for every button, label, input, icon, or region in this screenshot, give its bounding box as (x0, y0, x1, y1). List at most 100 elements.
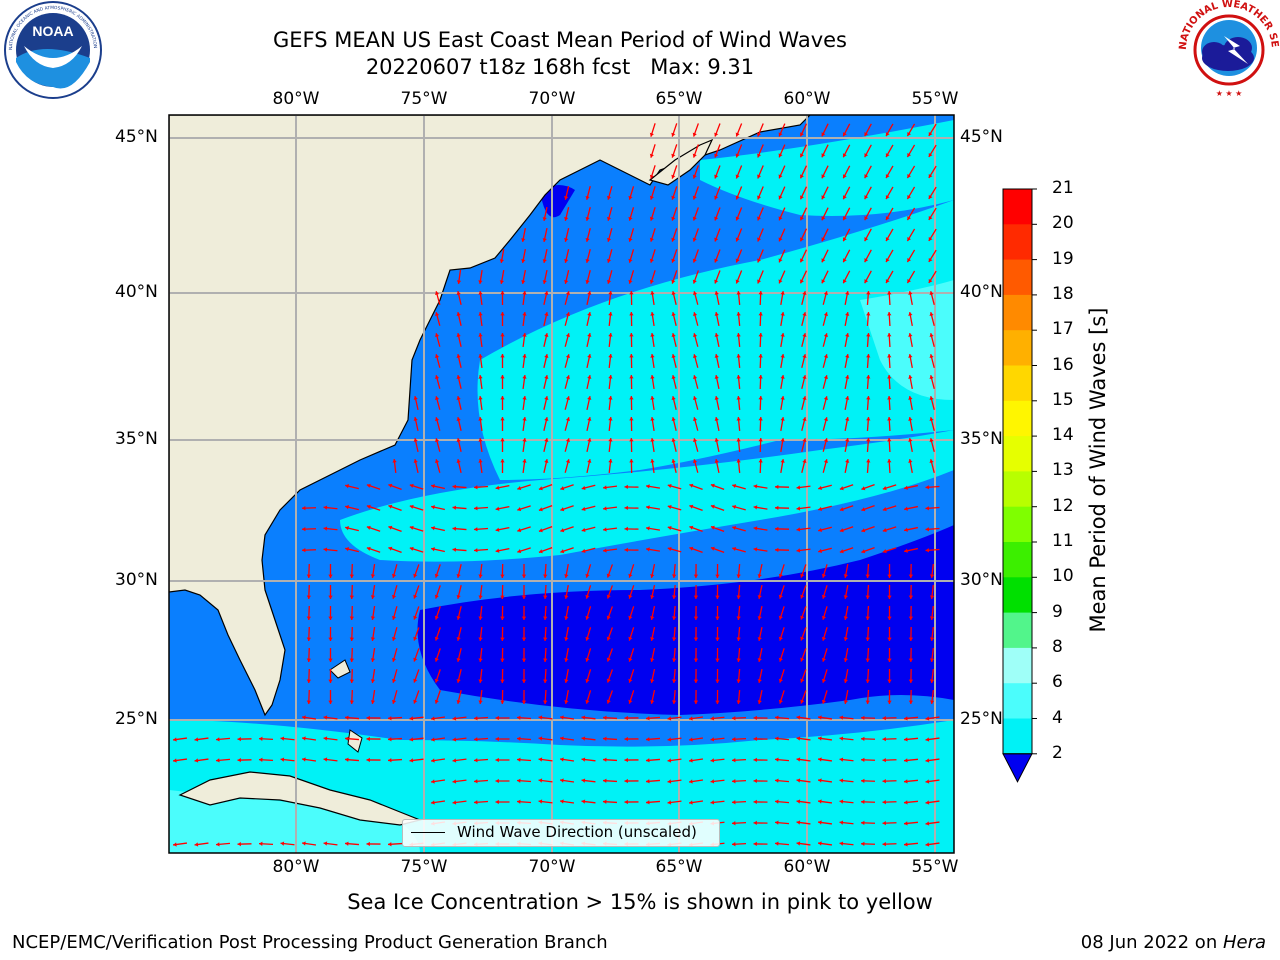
wave-arrow-head (564, 637, 569, 641)
wave-arrow-head (775, 484, 779, 490)
wave-arrow-head (624, 547, 628, 553)
wave-arrow-head (650, 700, 655, 704)
wave-arrow-head (328, 574, 333, 578)
wave-arrow-head (543, 700, 548, 704)
lat-tick-right-45: 45°N (960, 127, 1003, 147)
wave-arrow-head (714, 216, 719, 221)
wave-arrow-head (757, 700, 762, 704)
wave-arrow-head (735, 132, 740, 137)
wave-arrow-head (693, 595, 699, 599)
wave-arrow-head (861, 549, 866, 554)
wave-arrow-head (864, 258, 869, 263)
colorbar-tick-label: 4 (1052, 707, 1063, 728)
wave-arrow-head (650, 658, 655, 662)
wave-arrow-head (732, 800, 736, 805)
wave-arrow-head (710, 800, 715, 805)
wave-arrow-head (650, 291, 655, 295)
chart-subtitle-run: 20220607 t18z 168h fcst Max: 9.31 (365, 55, 755, 79)
wave-arrow-head (842, 174, 847, 179)
noaa-logo-text: NOAA (32, 23, 73, 39)
wave-arrow-head (692, 459, 698, 464)
wave-arrow-head (908, 637, 914, 641)
wave-arrow-head (478, 438, 483, 442)
wave-arrow-head (500, 417, 505, 421)
wave-arrow-head (349, 679, 354, 683)
wave-arrow-head (672, 595, 677, 599)
wave-arrow-head (887, 595, 892, 599)
wave-arrow-head (778, 678, 783, 683)
wave-arrow-head (887, 396, 892, 400)
wave-arrow-head (456, 333, 461, 337)
wave-arrow-head (560, 715, 564, 720)
wave-arrow-head (715, 616, 720, 620)
wave-arrow-head (780, 417, 785, 421)
wave-arrow-head (560, 778, 564, 783)
wave-arrow-head (714, 396, 719, 400)
wave-arrow-head (671, 417, 676, 421)
wave-arrow-head (929, 574, 935, 578)
wave-arrow-head (925, 485, 930, 490)
wave-arrow-head (517, 715, 521, 720)
wave-arrow-head (845, 417, 850, 421)
wave-arrow-head (328, 700, 333, 704)
nws-logo: NATIONAL WEATHER SERVICE ★ ★ ★ (1178, 0, 1280, 98)
wave-arrow-head (608, 291, 613, 295)
wave-arrow-head (302, 757, 306, 762)
wave-arrow-head (474, 737, 478, 742)
wave-arrow-head (693, 574, 699, 578)
wave-arrow-head (565, 333, 571, 338)
wave-arrow-head (839, 820, 844, 825)
colorbar-segment (1003, 400, 1032, 437)
wave-arrow-head (671, 291, 676, 295)
wave-arrow-head (671, 216, 676, 221)
wave-arrow-head (758, 354, 763, 358)
wave-arrow-head (780, 333, 785, 337)
wave-arrow-head (565, 354, 571, 359)
wave-arrow-head (928, 236, 933, 241)
wave-arrow-head (608, 312, 613, 316)
wave-arrow-head (818, 841, 822, 846)
wave-arrow-head (732, 716, 736, 721)
wave-arrow-head (452, 737, 457, 742)
wave-arrow-head (736, 616, 741, 620)
wave-arrow-head (758, 375, 763, 379)
wave-arrow-head (904, 716, 908, 721)
wave-arrow-head (306, 700, 311, 704)
wave-arrow-head (778, 615, 783, 620)
wave-arrow-head (413, 459, 418, 463)
wave-arrow-head (693, 616, 699, 620)
wave-arrow-head (216, 737, 220, 742)
wave-arrow-head (778, 573, 783, 578)
colorbar-tick-label: 21 (1052, 178, 1074, 198)
wave-arrow-head (908, 595, 914, 599)
wave-arrow-head (581, 757, 586, 762)
wave-arrow-head (842, 237, 847, 242)
wave-arrow-head (823, 312, 828, 317)
wave-arrow-head (692, 195, 697, 200)
wave-arrow-head (710, 737, 715, 742)
wave-arrow-head (667, 525, 672, 531)
wave-arrow-head (456, 312, 461, 316)
wave-arrow-head (323, 757, 328, 762)
wave-arrow-head (606, 594, 611, 599)
wave-arrow-head (452, 526, 457, 531)
wave-arrow-head (887, 679, 892, 683)
wave-arrow-head (672, 637, 677, 641)
wave-arrow-head (478, 595, 483, 599)
wave-arrow-head (796, 485, 801, 490)
wave-arrow-head (608, 438, 613, 442)
wave-arrow-head (757, 637, 762, 641)
wave-arrow-head (732, 842, 736, 847)
wave-arrow-head (349, 637, 354, 641)
wave-arrow-head (715, 595, 720, 599)
wave-arrow-head (544, 459, 549, 463)
wave-arrow-head (478, 375, 483, 379)
wave-arrow-head (714, 438, 719, 442)
land-north-america (169, 115, 811, 717)
wave-arrow-head (864, 216, 869, 221)
wave-arrow-head (667, 716, 672, 721)
wave-arrow-head (649, 195, 654, 200)
wave-arrow-head (839, 799, 844, 804)
wave-arrow-head (409, 525, 414, 530)
wave-arrow-head (302, 841, 306, 846)
